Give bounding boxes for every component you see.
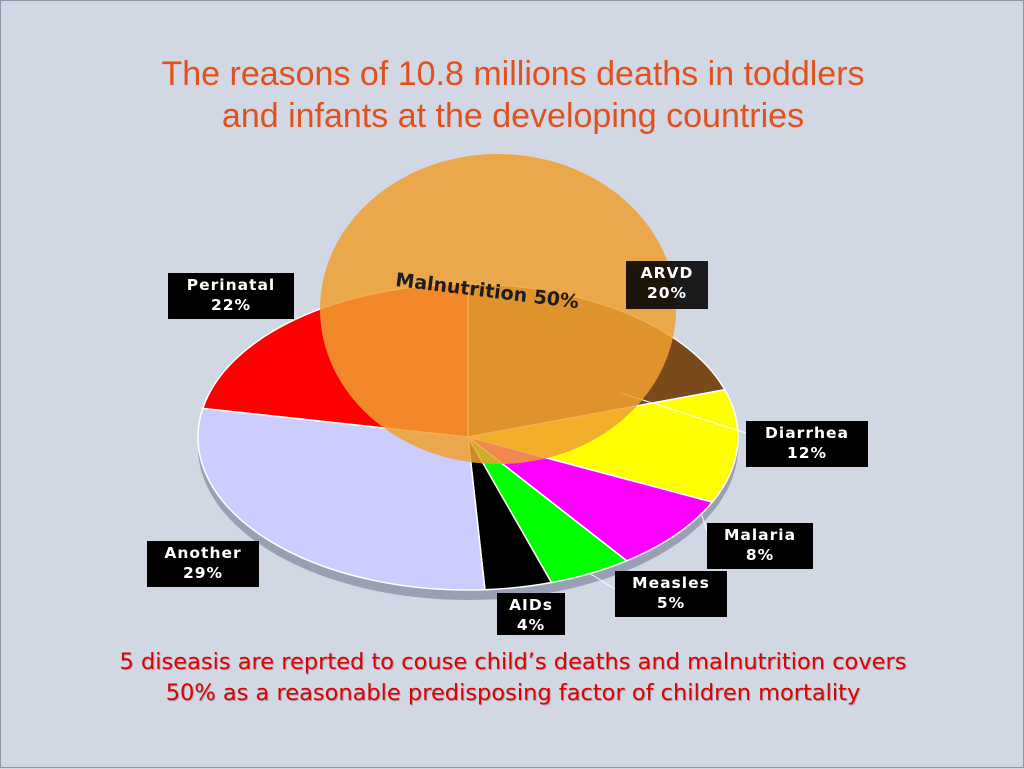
pie-slice-another: [197, 407, 486, 591]
label-malaria: Malaria 8%: [707, 523, 813, 569]
label-diarrhea-name: Diarrhea: [765, 424, 849, 442]
title-line-2: and infants at the developing countries: [221, 97, 805, 135]
label-perinatal-name: Perinatal: [186, 276, 276, 294]
title-line-1: The reasons of 10.8 millions deaths in t…: [161, 55, 865, 93]
caption-line-2: 50% as a reasonable predisposing factor …: [165, 680, 861, 706]
label-aids-percent: 4%: [516, 616, 546, 634]
slide-caption: 5 diseasis are reprted to couse child’s …: [1, 647, 1024, 709]
label-arvd: ARVD 20%: [626, 261, 708, 309]
pie-slice-diarrhea: [467, 388, 739, 503]
label-another-name: Another: [164, 544, 242, 562]
label-aids-name: AIDs: [509, 596, 553, 614]
label-diarrhea-percent: 12%: [786, 444, 828, 462]
label-another-percent: 29%: [182, 564, 224, 582]
label-perinatal: Perinatal 22%: [168, 273, 294, 319]
slide-title: The reasons of 10.8 millions deaths in t…: [1, 53, 1024, 137]
label-diarrhea: Diarrhea 12%: [746, 421, 868, 467]
label-malaria-percent: 8%: [745, 546, 775, 564]
label-another: Another 29%: [147, 541, 259, 587]
label-measles: Measles 5%: [615, 571, 727, 617]
label-measles-percent: 5%: [656, 594, 686, 612]
label-aids: AIDs 4%: [497, 593, 565, 635]
pie-slice-malaria: [467, 436, 714, 562]
malnutrition-overlay-circle: [320, 154, 676, 464]
label-perinatal-percent: 22%: [210, 296, 252, 314]
leader-line-0: [700, 512, 708, 532]
label-measles-name: Measles: [632, 574, 710, 592]
label-arvd-percent: 20%: [646, 284, 688, 302]
label-arvd-name: ARVD: [640, 264, 694, 282]
caption-line-1: 5 diseasis are reprted to couse child’s …: [119, 649, 907, 675]
label-malaria-name: Malaria: [723, 526, 797, 544]
leader-line-1: [588, 572, 616, 590]
